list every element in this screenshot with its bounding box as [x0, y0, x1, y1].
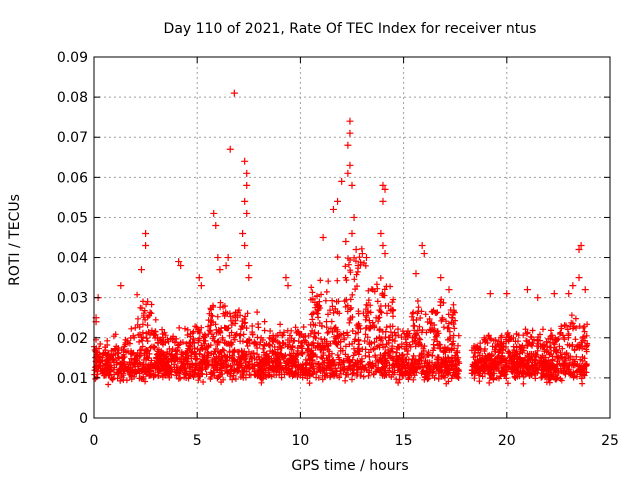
data-point: [338, 177, 346, 185]
data-point: [230, 89, 238, 97]
data-point: [117, 282, 125, 290]
data-point: [412, 270, 420, 278]
data-point: [245, 274, 253, 282]
y-tick-label: 0: [79, 411, 88, 427]
data-point: [379, 181, 387, 189]
data-point: [222, 262, 230, 270]
plot-frame: [93, 56, 611, 419]
data-point: [175, 258, 183, 266]
y-tick-label: 0.04: [57, 251, 88, 267]
data-point: [197, 282, 205, 290]
data-point: [243, 169, 251, 177]
data-point: [226, 145, 234, 153]
data-point: [377, 229, 385, 237]
data-point: [437, 274, 445, 282]
data-point: [418, 242, 426, 250]
data-point: [284, 282, 292, 290]
data-point: [565, 290, 573, 298]
data-point: [241, 242, 249, 250]
data-point: [358, 250, 366, 258]
data-point: [241, 197, 249, 205]
data-point: [352, 246, 360, 254]
data-point: [177, 262, 185, 270]
y-tick-label: 0.06: [57, 170, 88, 186]
y-tick-label: 0.03: [57, 291, 88, 307]
data-point: [195, 274, 203, 282]
data-point: [420, 250, 428, 258]
x-tick-label: 0: [90, 433, 99, 449]
data-point: [243, 209, 251, 217]
data-point: [581, 286, 589, 294]
chart-title: Day 110 of 2021, Rate Of TEC Index for r…: [164, 21, 537, 37]
data-point: [344, 141, 352, 149]
data-point: [245, 262, 253, 270]
data-point: [381, 250, 389, 258]
data-point: [354, 262, 362, 270]
data-point: [577, 242, 585, 250]
roti-notable-points: [92, 89, 589, 326]
data-point: [503, 290, 511, 298]
y-axis-ticks: 0 0.01 0.02 0.03 0.04 0.05 0.06 0.07 0.08 0.09: [57, 50, 610, 427]
data-point: [137, 266, 145, 274]
data-point: [381, 185, 389, 193]
x-tick-label: 10: [291, 433, 309, 449]
data-point: [344, 169, 352, 177]
data-point: [569, 282, 577, 290]
y-tick-label: 0.09: [57, 50, 88, 66]
data-point: [329, 205, 337, 213]
roti-dense-cloud-path: [91, 245, 591, 388]
y-tick-label: 0.05: [57, 210, 88, 226]
data-point: [142, 242, 150, 250]
data-point: [362, 254, 370, 262]
data-point: [243, 181, 251, 189]
y-tick-label: 0.08: [57, 90, 88, 106]
x-tick-label: 5: [193, 433, 202, 449]
data-point: [319, 234, 327, 241]
data-point: [575, 246, 583, 254]
data-point: [445, 286, 453, 294]
x-axis-ticks: 0 5 10 15 20 25: [90, 57, 619, 449]
y-tick-label: 0.02: [57, 331, 88, 347]
data-point: [144, 298, 152, 306]
data-point: [346, 129, 354, 137]
data-point: [212, 221, 220, 229]
data-point: [534, 294, 542, 302]
data-point: [523, 286, 531, 294]
data-point: [216, 266, 224, 274]
data-point: [342, 238, 350, 246]
data-point: [575, 274, 583, 282]
x-tick-label: 15: [395, 433, 413, 449]
x-tick-label: 25: [601, 433, 619, 449]
data-point: [346, 161, 354, 169]
data-point: [348, 229, 356, 237]
data-point: [239, 229, 247, 237]
data-point: [350, 213, 358, 221]
x-axis-label: GPS time / hours: [291, 458, 408, 474]
y-tick-label: 0.01: [57, 371, 88, 387]
data-point: [348, 181, 356, 189]
data-point: [486, 290, 494, 298]
x-tick-label: 20: [498, 433, 516, 449]
grid-lines: [94, 57, 610, 418]
data-point: [224, 254, 232, 262]
data-point: [241, 157, 249, 165]
data-point: [334, 197, 342, 205]
data-point: [379, 242, 387, 250]
data-point: [379, 197, 387, 205]
y-tick-label: 0.07: [57, 130, 88, 146]
data-point: [214, 254, 222, 262]
data-point: [346, 117, 354, 125]
data-point: [210, 209, 218, 217]
data-point: [282, 274, 290, 282]
y-axis-label: ROTI / TECUs: [7, 194, 23, 286]
roti-data-cloud: [91, 245, 591, 388]
data-point: [550, 290, 558, 298]
data-point: [142, 229, 150, 237]
